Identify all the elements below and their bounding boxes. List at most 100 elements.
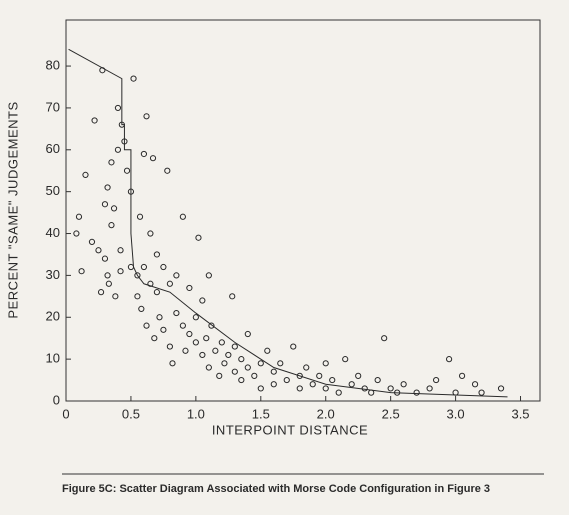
data-point (205, 364, 212, 371)
data-point (361, 385, 368, 392)
data-point (182, 347, 189, 354)
x-axis-title: INTERPOINT DISTANCE (212, 422, 368, 437)
data-point (208, 322, 215, 329)
data-point (140, 263, 148, 271)
data-point (225, 351, 232, 359)
y-tick-label: 20 (46, 309, 60, 324)
data-point (153, 251, 161, 258)
data-point (205, 272, 212, 279)
x-tick-label: 1.0 (187, 406, 205, 421)
data-point (387, 385, 394, 392)
data-point (433, 376, 440, 384)
data-point (264, 347, 271, 354)
x-tick-label: 3.5 (511, 406, 529, 421)
x-tick-label: 2.5 (382, 406, 400, 421)
data-point (117, 247, 124, 254)
data-point (471, 381, 479, 388)
data-point (413, 389, 420, 396)
y-tick-label: 10 (46, 351, 60, 366)
y-axis-title: PERCENT "SAME" JUDGEMENTS (5, 101, 20, 318)
caption: Figure 5C: Scatter Diagram Associated wi… (62, 483, 490, 495)
y-tick-label: 80 (46, 57, 60, 72)
data-point (134, 293, 141, 300)
data-point (257, 360, 264, 367)
x-tick-label: 2.0 (317, 406, 335, 421)
data-point (82, 171, 89, 179)
step-line (68, 48, 508, 398)
data-point (290, 343, 297, 350)
x-tick-label: 1.5 (252, 406, 270, 421)
data-point (173, 272, 180, 279)
data-point (160, 326, 167, 333)
data-point (114, 146, 122, 153)
x-tick-label: 3.0 (447, 406, 465, 421)
data-point (309, 381, 316, 388)
data-point (322, 360, 329, 367)
data-point (238, 356, 245, 363)
data-point (127, 263, 135, 271)
data-point (147, 230, 154, 237)
data-point (91, 117, 98, 124)
data-point (186, 284, 193, 292)
data-point (112, 293, 119, 300)
data-point (104, 184, 111, 191)
data-point (195, 234, 202, 241)
data-point (216, 372, 223, 379)
data-point (238, 376, 245, 384)
data-point (221, 360, 228, 367)
data-point (342, 356, 349, 363)
data-point (296, 372, 303, 379)
data-point (164, 167, 171, 174)
data-point (130, 75, 137, 82)
data-point (426, 385, 433, 392)
data-point (136, 213, 144, 220)
data-point (97, 289, 105, 296)
y-tick-label: 50 (46, 183, 60, 198)
data-point (179, 322, 186, 329)
data-point (173, 309, 180, 317)
data-point (244, 364, 251, 371)
data-point (478, 389, 485, 396)
data-point (212, 347, 219, 354)
data-point (231, 368, 238, 375)
data-point (400, 381, 407, 388)
x-tick-label: 0 (62, 406, 69, 421)
data-point (138, 305, 145, 312)
data-point (95, 247, 102, 254)
data-point (316, 372, 323, 379)
data-point (110, 205, 118, 212)
data-point (75, 213, 83, 220)
data-point (117, 268, 124, 275)
data-point (101, 201, 109, 208)
data-point (335, 389, 342, 396)
data-point (244, 330, 251, 338)
data-point (203, 335, 210, 342)
data-point (381, 335, 388, 342)
data-point (123, 167, 131, 174)
data-point (283, 376, 290, 384)
data-point (231, 343, 238, 350)
data-point (303, 364, 310, 371)
data-point (149, 155, 157, 162)
data-point (296, 385, 303, 392)
data-point (114, 104, 122, 112)
data-point (218, 339, 225, 346)
data-point (166, 343, 173, 350)
y-tick-label: 0 (53, 392, 60, 407)
data-point (156, 314, 163, 321)
data-point (251, 372, 258, 379)
data-point (166, 280, 173, 287)
data-point (160, 263, 167, 271)
y-tick-label: 40 (46, 225, 60, 240)
data-point (143, 113, 150, 120)
data-point (355, 372, 362, 379)
data-point (277, 360, 284, 367)
data-point (199, 297, 206, 304)
data-point (270, 381, 277, 388)
y-tick-label: 60 (46, 141, 60, 156)
data-point (270, 368, 277, 375)
data-point (108, 222, 115, 229)
data-point (192, 314, 199, 321)
y-tick-label: 30 (46, 267, 60, 282)
